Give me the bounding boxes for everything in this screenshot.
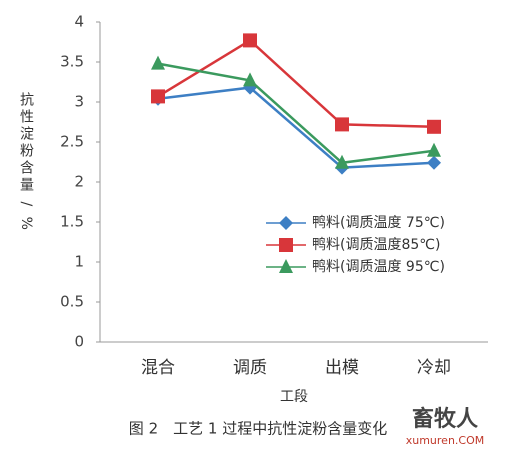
y-axis-label: 抗性淀粉含量 / % (18, 92, 34, 233)
legend-label: 鸭料(调质温度 75℃) (312, 215, 445, 231)
marker (151, 55, 165, 70)
marker (427, 142, 441, 157)
y-tick-label: 3 (74, 93, 84, 111)
marker (243, 33, 257, 48)
marker (335, 154, 349, 169)
series-line (157, 86, 435, 169)
y-tick-label: 0 (74, 333, 84, 351)
y-tick-label: 2 (74, 173, 84, 191)
x-tick-label: 冷却 (417, 358, 451, 378)
y-tick-label: 1.5 (60, 213, 84, 231)
x-tick-label: 调质 (233, 358, 267, 378)
x-tick-label: 混合 (141, 358, 175, 378)
marker (427, 155, 441, 170)
legend-box (262, 210, 482, 282)
y-tick-label: 1 (74, 253, 84, 271)
legend-marker (279, 238, 293, 252)
y-tick-label: 4 (74, 13, 84, 31)
x-tick-label: 出模 (325, 358, 359, 378)
watermark-site: xumuren.COM (406, 434, 485, 447)
y-tick-label: 2.5 (60, 133, 84, 151)
marker (427, 119, 441, 134)
legend-label: 鸭料(调质温度 95℃) (312, 259, 445, 275)
x-axis-label: 工段 (280, 389, 308, 405)
marker (151, 89, 165, 104)
caption: 图 2 工艺 1 过程中抗性淀粉含量变化 (129, 420, 387, 438)
y-tick-label: 0.5 (60, 293, 84, 311)
marker (243, 72, 257, 87)
series-line (157, 38, 435, 129)
series-line (157, 62, 435, 165)
marker (335, 117, 349, 132)
legend-marker (279, 259, 293, 273)
legend-label: 鸭料(调质温度85℃) (312, 237, 440, 253)
legend-marker (279, 216, 293, 230)
y-tick-label: 3.5 (60, 53, 84, 71)
watermark-name: 畜牧人 (412, 406, 478, 432)
